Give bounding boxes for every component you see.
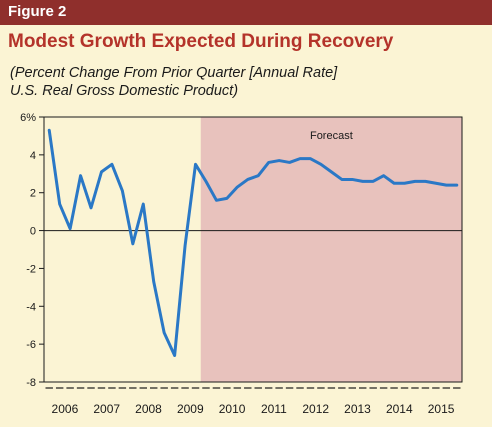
series-line <box>47 128 459 357</box>
chart-subtitle-line1: (Percent Change From Prior Quarter [Annu… <box>10 65 338 81</box>
x-tick-label: 2011 <box>261 402 287 416</box>
x-tick-label: 2009 <box>177 402 204 416</box>
forecast-label: Forecast <box>310 130 353 142</box>
y-axis: 6% 4 2 0 -2 -4 -6 -8 <box>20 112 462 389</box>
y-tick-label: 4 <box>30 150 36 162</box>
x-tick-label: 2006 <box>52 402 79 416</box>
x-tick-label: 2008 <box>135 402 162 416</box>
forecast-region <box>200 117 462 382</box>
y-tick-label: -2 <box>26 263 36 275</box>
x-tick-label: 2007 <box>93 402 120 416</box>
x-tick-label: 2010 <box>219 402 246 416</box>
y-tick-label: 0 <box>30 226 36 238</box>
y-tick-label: 2 <box>30 188 36 200</box>
figure-label: Figure 2 <box>8 3 67 20</box>
x-tick-label: 2014 <box>386 402 413 416</box>
x-tick-label: 2012 <box>302 402 329 416</box>
plot-border <box>43 116 463 383</box>
y-tick-label: -8 <box>26 377 36 389</box>
x-tick-label: 2015 <box>428 402 455 416</box>
x-axis: 2006 2007 2008 2009 2010 2011 2012 2013 2014 2015 <box>45 387 461 416</box>
figure-header-bar: Figure 2 <box>0 0 492 25</box>
chart-title: Modest Growth Expected During Recovery <box>8 31 394 52</box>
y-tick-label: 6% <box>20 112 36 124</box>
y-tick-label: -6 <box>26 339 36 351</box>
y-tick-label: -4 <box>26 301 36 313</box>
chart-subtitle-line2: U.S. Real Gross Domestic Product) <box>10 83 239 99</box>
x-tick-label: 2013 <box>344 402 371 416</box>
